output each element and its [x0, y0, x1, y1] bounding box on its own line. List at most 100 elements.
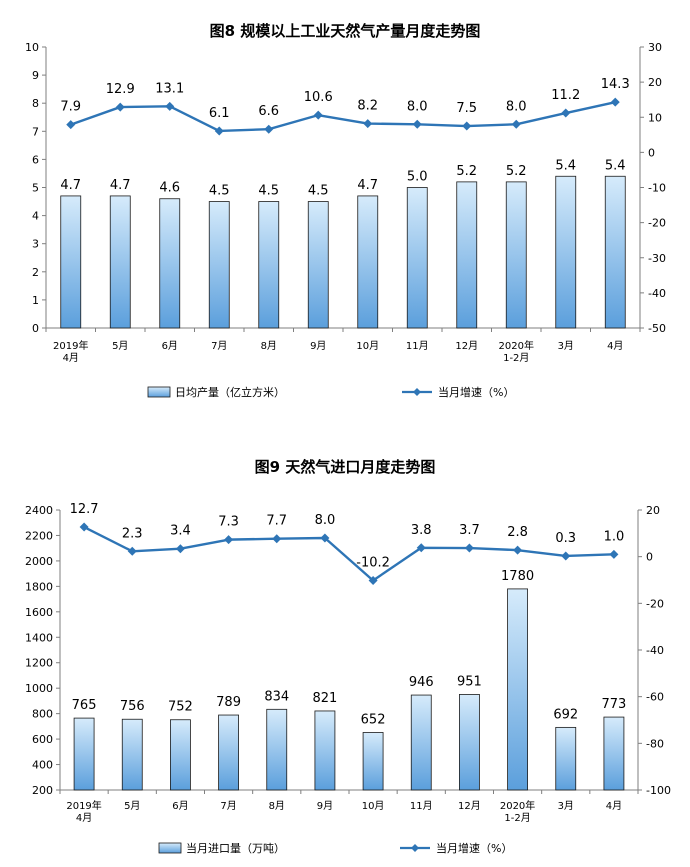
right-tick-label: 30 [648, 41, 662, 54]
line-data-label: 7.9 [60, 100, 81, 115]
left-tick-label: 800 [32, 708, 53, 721]
line-data-label: 11.2 [551, 88, 580, 103]
bar [406, 187, 428, 329]
bar [507, 588, 528, 791]
legend-label-import-volume: 当月进口量（万吨） [186, 841, 285, 855]
line-data-label: 6.6 [258, 104, 279, 119]
line-data-label: 2.3 [122, 526, 143, 541]
line-data-label: 12.9 [106, 82, 135, 97]
chart1-legend: 日均产量（亿立方米） 当月增速（%） [147, 385, 514, 399]
line-data-label: 8.2 [357, 99, 378, 114]
bar [60, 195, 82, 329]
line-data-label: 14.3 [601, 77, 630, 92]
line-point [165, 101, 175, 111]
bar-data-label: 4.7 [60, 178, 81, 193]
x-tick-label: 1-2月 [503, 352, 529, 364]
legend-line-marker [411, 844, 419, 852]
line-point [368, 575, 378, 585]
line-data-label: -10.2 [356, 555, 390, 570]
x-tick-label: 2020年 [499, 339, 534, 352]
x-tick-label: 6月 [172, 800, 188, 812]
left-tick-label: 1000 [25, 682, 53, 695]
x-tick-label: 10月 [356, 340, 379, 352]
legend-label-growth: 当月增速（%） [436, 841, 512, 855]
bar-data-label: 773 [602, 697, 627, 712]
right-tick-label: -100 [646, 784, 671, 797]
bar [505, 181, 527, 329]
bar [109, 195, 131, 329]
line-point [610, 97, 620, 107]
line-data-label: 6.1 [209, 106, 230, 121]
bar-data-label: 5.2 [506, 164, 527, 179]
bar-data-label: 4.7 [110, 178, 131, 193]
line-data-label: 7.5 [456, 101, 477, 116]
x-tick-label: 4月 [76, 812, 92, 824]
bar [208, 201, 230, 329]
x-tick-label: 8月 [269, 800, 285, 812]
bar [555, 175, 577, 329]
line-point [412, 119, 422, 129]
left-tick-label: 2000 [25, 555, 53, 568]
x-tick-label: 6月 [162, 340, 178, 352]
x-tick-label: 2019年 [66, 799, 101, 812]
right-tick-label: -10 [648, 182, 666, 195]
left-tick-label: 7 [32, 125, 39, 138]
left-tick-label: 400 [32, 759, 53, 772]
bar-data-label: 752 [168, 700, 193, 715]
bar [314, 710, 336, 791]
left-tick-label: 2 [32, 266, 39, 279]
line-data-label: 3.4 [170, 524, 191, 539]
chart1-title: 图8 规模以上工业天然气产量月度走势图 [210, 22, 481, 40]
line-data-label: 8.0 [407, 99, 428, 114]
x-tick-label: 2019年 [53, 339, 88, 352]
right-tick-label: -40 [646, 644, 664, 657]
line-data-label: 13.1 [155, 81, 184, 96]
left-tick-label: 2200 [25, 529, 53, 542]
line-point [561, 551, 571, 561]
bar-data-label: 5.4 [605, 158, 626, 173]
right-tick-label: -20 [648, 217, 666, 230]
line-point [175, 544, 185, 554]
line-point [511, 119, 521, 129]
left-tick-label: 6 [32, 153, 39, 166]
line-data-label: 7.3 [218, 515, 239, 530]
right-tick-label: 0 [648, 146, 655, 159]
x-tick-label: 12月 [458, 800, 481, 812]
growth-line [70, 100, 616, 133]
legend-label-growth: 当月增速（%） [438, 385, 514, 399]
line-point [561, 108, 571, 118]
line-point [66, 120, 76, 130]
x-tick-label: 9月 [317, 800, 333, 812]
line-point [609, 549, 619, 559]
right-tick-label: 20 [648, 76, 662, 89]
line-point [224, 535, 234, 545]
line-point [464, 543, 474, 553]
x-tick-label: 11月 [410, 800, 433, 812]
chart2-plot-area: 2004006008001000120014001600180020002200… [25, 502, 671, 824]
legend-bar-swatch [158, 842, 182, 854]
left-tick-label: 8 [32, 97, 39, 110]
x-tick-label: 12月 [455, 340, 478, 352]
line-point [363, 119, 373, 129]
chart2-title: 图9 天然气进口月度走势图 [255, 458, 436, 476]
right-tick-label: -30 [648, 252, 666, 265]
right-tick-label: -50 [648, 322, 666, 335]
line-data-label: 12.7 [70, 502, 99, 517]
line-data-label: 8.0 [506, 99, 527, 114]
line-point [115, 102, 125, 112]
bar [307, 201, 329, 329]
x-tick-label: 3月 [558, 340, 574, 352]
x-tick-label: 3月 [558, 800, 574, 812]
import-chart: 图9 天然气进口月度走势图 20040060080010001200140016… [25, 458, 671, 855]
left-tick-label: 10 [25, 41, 39, 54]
production-chart: 图8 规模以上工业天然气产量月度走势图 0 1 2 3 4 5 6 7 8 9 10 -50 -40 -3… [25, 22, 666, 399]
legend-line-marker [413, 388, 421, 396]
line-point [513, 545, 523, 555]
line-data-label: 1.0 [604, 529, 625, 544]
x-tick-label: 7月 [211, 340, 227, 352]
left-tick-label: 600 [32, 733, 53, 746]
right-tick-label: -80 [646, 737, 664, 750]
line-point [320, 533, 330, 543]
left-tick-label: 3 [32, 238, 39, 251]
